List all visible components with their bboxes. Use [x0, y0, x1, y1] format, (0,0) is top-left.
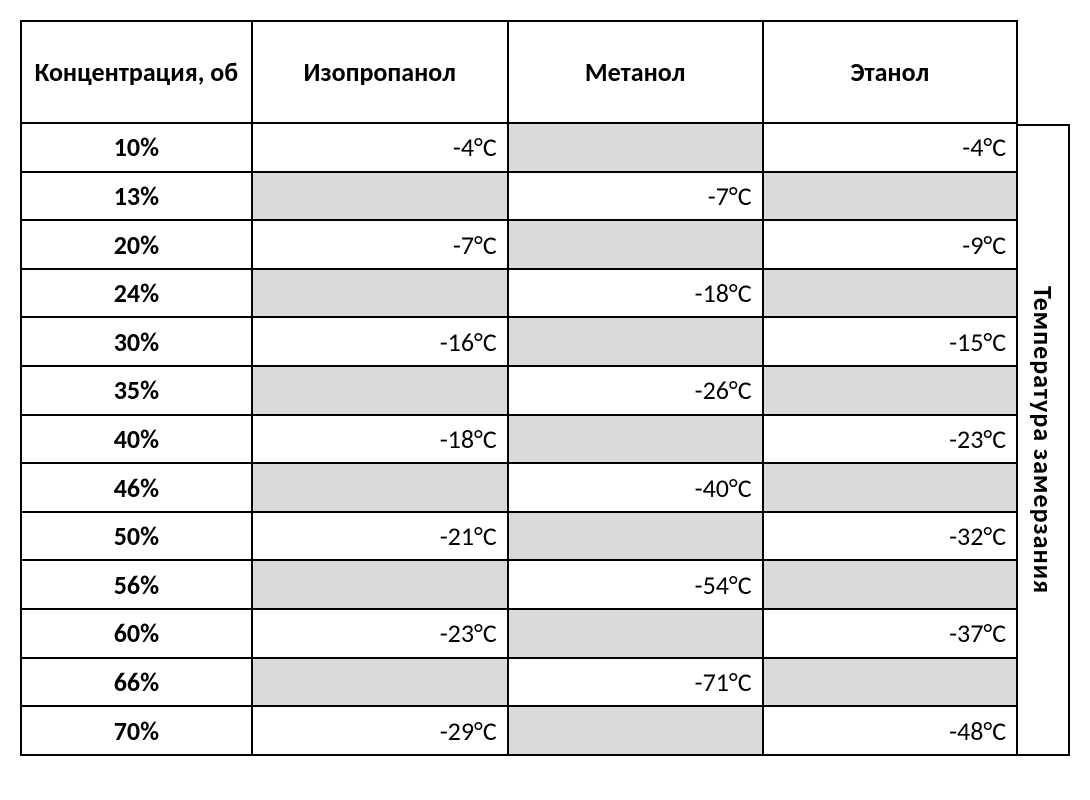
table-row: 50%-21°C -32°C	[21, 512, 1017, 561]
ethanol-cell-empty	[763, 269, 1017, 318]
concentration-cell: 24%	[21, 269, 252, 318]
concentration-cell: 56%	[21, 560, 252, 609]
concentration-cell: 50%	[21, 512, 252, 561]
side-label-container: Температура замерзания	[1018, 124, 1070, 756]
ethanol-cell-empty	[763, 172, 1017, 221]
concentration-cell: 70%	[21, 706, 252, 755]
isopropanol-cell-empty	[252, 658, 508, 707]
isopropanol-cell: -21°C	[252, 512, 508, 561]
header-ethanol: Этанол	[763, 21, 1017, 123]
concentration-cell: 46%	[21, 463, 252, 512]
methanol-cell: -18°C	[508, 269, 763, 318]
methanol-cell: -26°C	[508, 366, 763, 415]
isopropanol-cell: -23°C	[252, 609, 508, 658]
isopropanol-cell: -29°C	[252, 706, 508, 755]
freezing-point-table: Концентрация, об Изопропанол Метанол Эта…	[20, 20, 1018, 756]
table-row: 56% -54°C	[21, 560, 1017, 609]
side-label: Температура замерзания	[1027, 286, 1059, 594]
table-header-row: Концентрация, об Изопропанол Метанол Эта…	[21, 21, 1017, 123]
methanol-cell-empty	[508, 512, 763, 561]
methanol-cell-empty	[508, 609, 763, 658]
table-row: 70%-29°C -48°C	[21, 706, 1017, 755]
ethanol-cell: -37°C	[763, 609, 1017, 658]
methanol-cell: -54°C	[508, 560, 763, 609]
ethanol-cell: -4°C	[763, 123, 1017, 172]
isopropanol-cell: -7°C	[252, 220, 508, 269]
table-row: 35% -26°C	[21, 366, 1017, 415]
ethanol-cell: -9°C	[763, 220, 1017, 269]
methanol-cell: -7°C	[508, 172, 763, 221]
methanol-cell-empty	[508, 220, 763, 269]
methanol-cell-empty	[508, 706, 763, 755]
concentration-cell: 30%	[21, 317, 252, 366]
ethanol-cell-empty	[763, 560, 1017, 609]
isopropanol-cell: -16°C	[252, 317, 508, 366]
methanol-cell-empty	[508, 415, 763, 464]
isopropanol-cell-empty	[252, 172, 508, 221]
table-body: 10%-4°C-4°C13%-7°C20%-7°C-9°C24%-18°C30%…	[21, 123, 1017, 755]
table-row: 10%-4°C-4°C	[21, 123, 1017, 172]
table-row: 40%-18°C -23°C	[21, 415, 1017, 464]
ethanol-cell: -15°C	[763, 317, 1017, 366]
isopropanol-cell-empty	[252, 560, 508, 609]
isopropanol-cell-empty	[252, 366, 508, 415]
table-row: 60%-23°C -37°C	[21, 609, 1017, 658]
table-row: 20%-7°C -9°C	[21, 220, 1017, 269]
table-row: 46% -40°C	[21, 463, 1017, 512]
concentration-cell: 20%	[21, 220, 252, 269]
ethanol-cell-empty	[763, 366, 1017, 415]
concentration-cell: 66%	[21, 658, 252, 707]
ethanol-cell: -48°C	[763, 706, 1017, 755]
table-row: 13% -7°C	[21, 172, 1017, 221]
isopropanol-cell-empty	[252, 463, 508, 512]
methanol-cell: -40°C	[508, 463, 763, 512]
ethanol-cell: -32°C	[763, 512, 1017, 561]
methanol-cell: -71°C	[508, 658, 763, 707]
header-methanol: Метанол	[508, 21, 763, 123]
ethanol-cell: -23°C	[763, 415, 1017, 464]
header-concentration: Концентрация, об	[21, 21, 252, 123]
methanol-cell-empty	[508, 123, 763, 172]
table-wrapper: Концентрация, об Изопропанол Метанол Эта…	[20, 20, 1070, 756]
methanol-cell-empty	[508, 317, 763, 366]
ethanol-cell-empty	[763, 658, 1017, 707]
table-row: 66% -71°C	[21, 658, 1017, 707]
isopropanol-cell: -4°C	[252, 123, 508, 172]
table-row: 30%-16°C -15°C	[21, 317, 1017, 366]
table-row: 24% -18°C	[21, 269, 1017, 318]
header-isopropanol: Изопропанол	[252, 21, 508, 123]
isopropanol-cell: -18°C	[252, 415, 508, 464]
concentration-cell: 13%	[21, 172, 252, 221]
concentration-cell: 60%	[21, 609, 252, 658]
ethanol-cell-empty	[763, 463, 1017, 512]
isopropanol-cell-empty	[252, 269, 508, 318]
concentration-cell: 40%	[21, 415, 252, 464]
concentration-cell: 10%	[21, 123, 252, 172]
concentration-cell: 35%	[21, 366, 252, 415]
